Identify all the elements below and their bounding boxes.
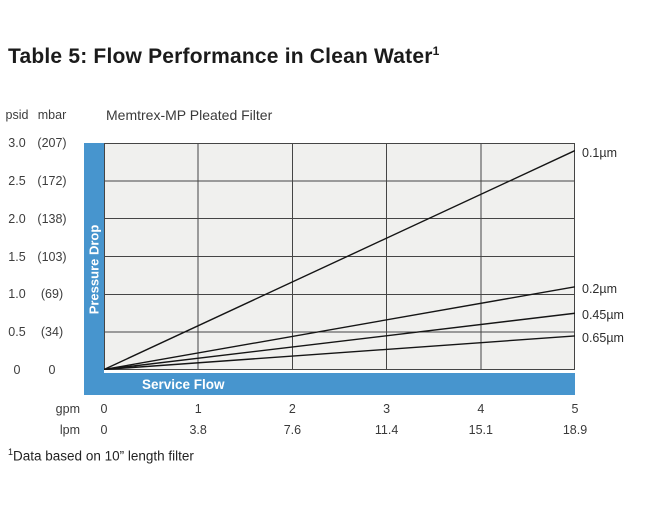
y-tick-row: 2.5 (172) [0, 174, 68, 188]
pressure-drop-axis-label: Pressure Drop [86, 224, 102, 314]
page-title-text: Table 5: Flow Performance in Clean Water [8, 45, 433, 68]
series-line-0.1µm [104, 149, 575, 370]
x-tick-label: 3.8 [189, 423, 207, 437]
y-axis-unit-labels: psid mbar [0, 108, 68, 122]
pressure-drop-axis-bar: Pressure Drop [84, 143, 104, 395]
y-unit-psid-label: psid [5, 108, 29, 122]
y-tick-mbar: (172) [37, 173, 67, 188]
y-tick-psid: 3.0 [8, 136, 26, 150]
y-tick-row: 0.5 (34) [0, 325, 68, 339]
y-tick-psid: 2.0 [8, 211, 26, 226]
x-tick-label: 5 [571, 402, 579, 416]
service-flow-axis-bar: Service Flow [104, 373, 575, 395]
y-tick-row: 1.0 (69) [0, 287, 68, 301]
footnote: 1Data based on 10” length filter [8, 447, 194, 464]
x-axis-unit-label: gpm [55, 402, 80, 416]
series-label: 0.2µm [582, 281, 617, 296]
y-tick-psid: 0.5 [8, 325, 26, 340]
y-tick-mbar: (103) [37, 249, 67, 264]
series-label: 0.1µm [582, 145, 617, 160]
y-tick-row: 2.0 (138) [0, 212, 68, 226]
x-axis-unit-label: lpm [59, 423, 80, 437]
y-tick-mbar: (138) [37, 211, 67, 226]
y-tick-mbar: (207) [37, 136, 67, 150]
series-line-0.65µm [104, 335, 575, 370]
x-tick-label: 1 [194, 402, 202, 416]
x-tick-label: 2 [288, 402, 296, 416]
y-tick-psid: 1.0 [8, 287, 26, 302]
y-tick-mbar: (34) [40, 325, 64, 340]
x-tick-label: 3 [383, 402, 391, 416]
x-tick-label: 4 [477, 402, 485, 416]
series-line-0.45µm [104, 312, 575, 370]
y-unit-mbar-label: mbar [37, 108, 67, 122]
y-tick-mbar: 0 [48, 363, 56, 377]
y-tick-psid: 2.5 [8, 173, 26, 188]
page-title-footnote-marker: 1 [432, 44, 440, 58]
y-tick-mbar: (69) [40, 287, 64, 302]
x-tick-label: 0 [100, 402, 108, 416]
series-label: 0.45µm [582, 308, 624, 323]
y-tick-row: 1.5 (103) [0, 250, 68, 264]
x-tick-label: 11.4 [374, 423, 399, 437]
service-flow-axis-label: Service Flow [142, 376, 225, 392]
y-tick-psid: 0 [13, 363, 21, 377]
y-tick-row: 3.0 (207) [0, 136, 68, 150]
chart-title: Memtrex-MP Pleated Filter [106, 107, 273, 123]
page-title: Table 5: Flow Performance in Clean Water… [8, 44, 439, 69]
footnote-text: Data based on 10” length filter [13, 448, 194, 464]
series-line-0.2µm [104, 286, 575, 370]
series-label: 0.65µm [582, 330, 624, 345]
footnote-marker: 1 [8, 447, 14, 457]
x-tick-label: 7.6 [283, 423, 302, 437]
plot-area [104, 143, 575, 370]
x-tick-label: 18.9 [562, 423, 588, 437]
x-tick-label: 15.1 [468, 423, 493, 437]
y-tick-psid: 1.5 [8, 249, 26, 264]
x-tick-label: 0 [100, 423, 108, 437]
